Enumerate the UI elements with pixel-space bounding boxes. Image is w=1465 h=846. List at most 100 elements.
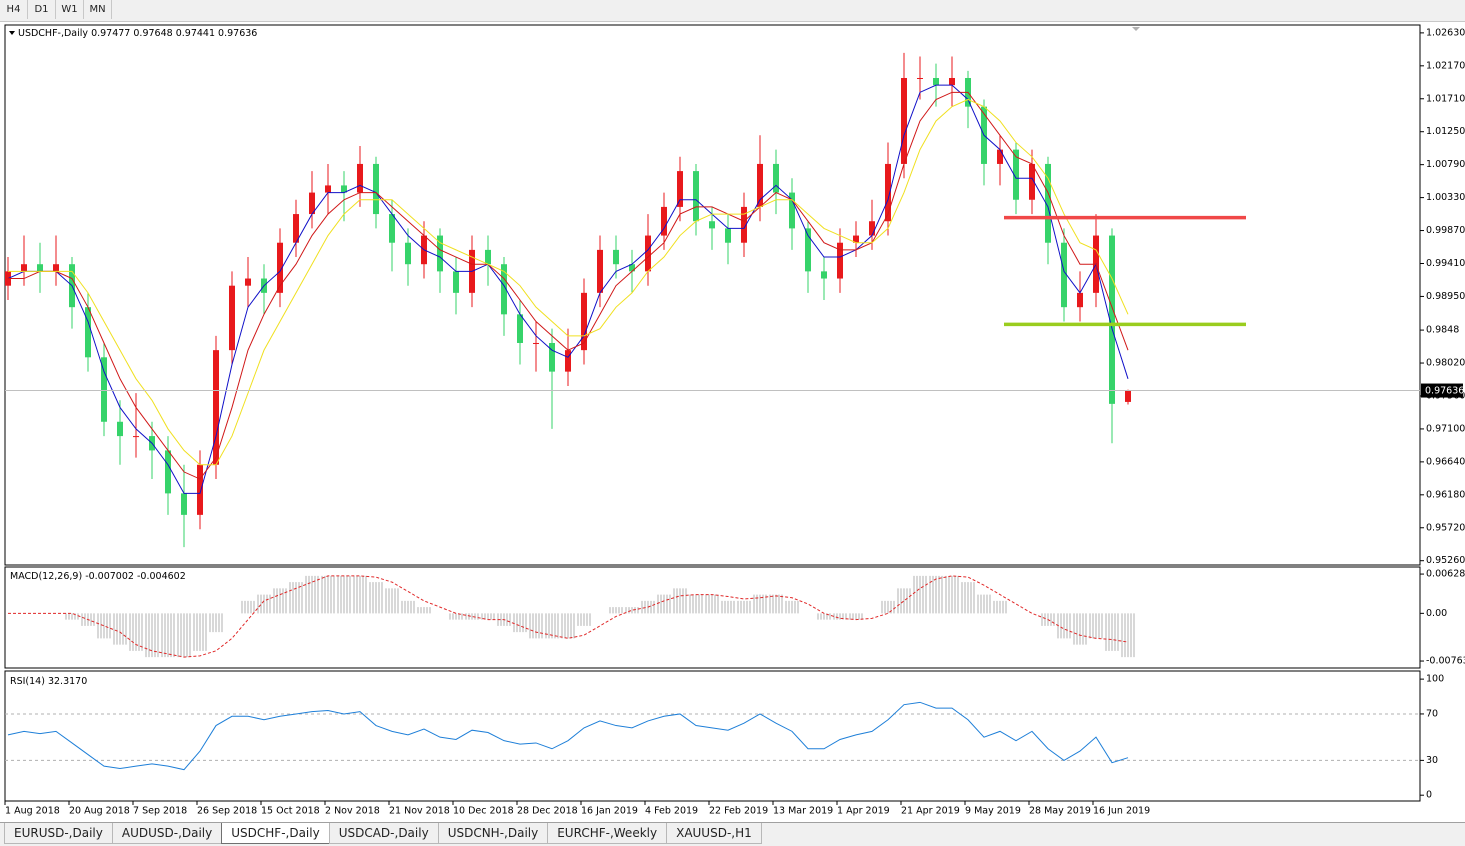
timeframe-button[interactable]: H4 <box>0 0 28 19</box>
indicator-header: USDCHF-,Daily 0.97477 0.97648 0.97441 0.… <box>18 28 257 39</box>
candle-body <box>933 77 939 86</box>
x-tick-label: 28 Dec 2018 <box>517 806 578 817</box>
candle-body <box>645 235 651 272</box>
candle-body <box>437 235 443 272</box>
y-tick-label: 0 <box>1426 790 1432 801</box>
candle-body <box>693 171 699 222</box>
candle-body <box>293 214 299 243</box>
timeframe-button[interactable]: MN <box>84 0 112 19</box>
y-tick-label: 30 <box>1426 755 1438 766</box>
header-value: 0.97648 <box>133 28 172 39</box>
y-tick-label: 0.95720 <box>1426 522 1465 533</box>
x-tick-label: 13 Mar 2019 <box>773 806 833 817</box>
x-tick-label: 22 Feb 2019 <box>709 806 768 817</box>
indicator-header: RSI(14) 32.3170 <box>10 676 87 687</box>
timeframe-button[interactable]: D1 <box>28 0 56 19</box>
candle-body <box>917 77 923 79</box>
candle-body <box>309 192 315 215</box>
timeframe-button[interactable]: W1 <box>56 0 84 19</box>
candle-body <box>37 264 43 272</box>
chart-shift-marker <box>1132 27 1140 31</box>
candle-body <box>773 163 779 193</box>
candle-body <box>133 436 139 438</box>
y-tick-label: 0.98020 <box>1426 358 1465 369</box>
chart-tab[interactable]: USDCAD-,Daily <box>328 823 439 844</box>
chart-tab[interactable]: USDCNH-,Daily <box>437 823 549 844</box>
y-tick-label: 0.96640 <box>1426 456 1465 467</box>
x-tick-label: 2 Nov 2018 <box>325 806 380 817</box>
header-value: MACD(12,26,9) <box>10 571 82 582</box>
candle-body <box>613 249 619 265</box>
header-value: -0.004602 <box>137 571 186 582</box>
x-tick-label: 21 Apr 2019 <box>901 806 960 817</box>
candle-body <box>869 221 875 236</box>
header-value: 32.3170 <box>48 676 87 687</box>
candle-body <box>661 206 667 236</box>
candle-body <box>357 163 363 193</box>
candle-body <box>757 163 763 207</box>
candle-body <box>165 450 171 494</box>
candle-body <box>117 421 123 437</box>
y-tick-label: -0.007635 <box>1426 656 1465 667</box>
y-tick-label: 0.006288 <box>1426 569 1465 580</box>
x-tick-label: 4 Feb 2019 <box>645 806 698 817</box>
price-panel <box>4 24 1421 566</box>
x-tick-label: 15 Oct 2018 <box>261 806 320 817</box>
header-value: -0.007002 <box>85 571 134 582</box>
header-value: 0.97636 <box>218 28 257 39</box>
y-tick-label: 1.00790 <box>1426 159 1465 170</box>
candle-body <box>1045 163 1051 243</box>
candle-body <box>197 464 203 515</box>
macd-panel <box>4 566 1421 669</box>
candle-body <box>549 342 555 372</box>
y-tick-label: 0.95260 <box>1426 555 1465 566</box>
candle-body <box>1013 149 1019 200</box>
candle-body <box>677 171 683 207</box>
current-price-box <box>1421 383 1463 398</box>
candle-body <box>229 285 235 351</box>
y-tick-label: 0.99410 <box>1426 258 1465 269</box>
y-tick-label: 70 <box>1426 708 1438 719</box>
chart-tab[interactable]: EURUSD-,Daily <box>4 823 113 844</box>
x-tick-label: 21 Nov 2018 <box>389 806 450 817</box>
candle-body <box>245 278 251 286</box>
candle-body <box>725 228 731 243</box>
candle-body <box>629 264 635 272</box>
candle-body <box>853 235 859 243</box>
candle-body <box>325 185 331 193</box>
candle-body <box>789 192 795 229</box>
chart-tabs: EURUSD-,Daily AUDUSD-,Daily USDCHF-,Dail… <box>0 822 1465 846</box>
chart-tab[interactable]: AUDUSD-,Daily <box>111 823 223 844</box>
candle-body <box>901 77 907 164</box>
header-value: 0.97441 <box>176 28 215 39</box>
y-tick-label: 0.98950 <box>1426 291 1465 302</box>
x-tick-label: 16 Jun 2019 <box>1093 806 1150 817</box>
candle-body <box>805 228 811 272</box>
candle-body <box>1029 163 1035 200</box>
y-tick-label: 1.02630 <box>1426 27 1465 38</box>
x-tick-label: 26 Sep 2018 <box>197 806 257 817</box>
candle-body <box>389 214 395 243</box>
y-tick-label: 1.01250 <box>1426 126 1465 137</box>
candle-body <box>181 493 187 515</box>
price-plot <box>5 52 1131 548</box>
chart-tab[interactable]: EURCHF-,Weekly <box>547 823 668 844</box>
rsi-panel <box>4 670 1421 802</box>
candle-body <box>341 185 347 193</box>
chart-tab[interactable]: XAUUSD-,H1 <box>666 823 762 844</box>
candle-body <box>533 342 539 344</box>
candle-body <box>1077 292 1083 308</box>
candle-body <box>453 271 459 293</box>
y-tick-label: 0.00 <box>1426 608 1447 619</box>
header-value: RSI(14) <box>10 676 45 687</box>
header-value: 0.97477 <box>91 28 130 39</box>
candle-body <box>213 350 219 465</box>
x-tick-label: 28 May 2019 <box>1029 806 1091 817</box>
candle-body <box>581 292 587 351</box>
y-tick-label: 0.9848 <box>1426 325 1459 336</box>
candle-body <box>277 242 283 293</box>
candle-body <box>1125 390 1131 402</box>
chart-tab[interactable]: USDCHF-,Daily <box>221 823 330 844</box>
moving-average <box>8 91 1129 480</box>
